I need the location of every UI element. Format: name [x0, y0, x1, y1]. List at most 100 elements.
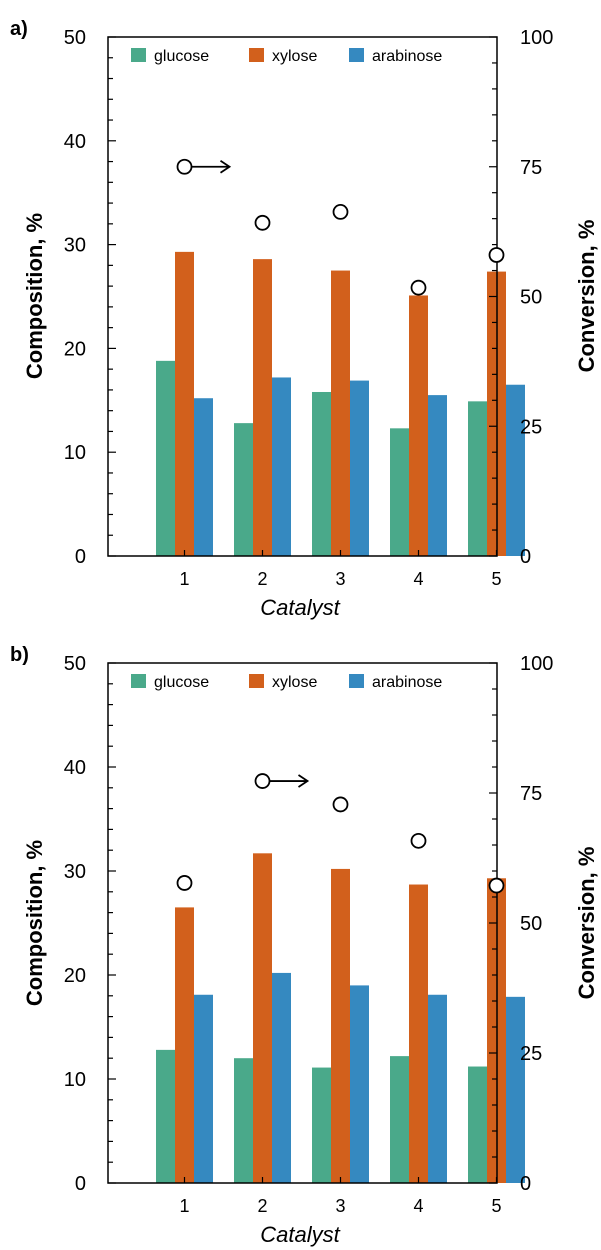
chart-panel-a: a) 0 10 20 30 40 50 0 25 50 75 100 1 2 3 4 5 Catalyst Comp… [10, 18, 599, 620]
x-tick-label: 4 [413, 569, 423, 589]
legend-swatch [349, 674, 364, 688]
bar-glucose-3 [312, 391, 331, 556]
bar-glucose-5 [468, 401, 487, 556]
y-tick-label: 50 [64, 653, 86, 675]
y-tick-label: 20 [64, 338, 86, 360]
bar-xylose-4 [409, 295, 428, 556]
x-tick-label: 1 [179, 569, 189, 589]
legend-label: glucose [154, 674, 209, 691]
arrow-right-icon [191, 160, 232, 174]
x-tick-label: 1 [179, 1196, 189, 1216]
y-tick-label: 50 [64, 27, 86, 49]
legend-item-arabinose: arabinose [349, 48, 442, 65]
x-tick-label: 5 [491, 569, 501, 589]
y-tick-label: 10 [64, 442, 86, 464]
legend-label: xylose [272, 48, 317, 65]
y-tick-label: 10 [64, 1069, 86, 1091]
conversion-point-5 [488, 247, 505, 263]
legend-item-glucose: glucose [131, 674, 209, 691]
bar-glucose-5 [468, 1066, 487, 1183]
conversion-point-1 [176, 158, 193, 175]
bar-arabinose-3 [350, 380, 369, 556]
x-axis-title: Catalyst [260, 595, 340, 620]
legend-swatch [249, 674, 264, 688]
y2-axis-title: Conversion, % [574, 847, 599, 1000]
legend-swatch [349, 48, 364, 62]
conversion-point-4 [410, 832, 427, 849]
y2-tick-label: 75 [520, 157, 542, 179]
legend-item-arabinose: arabinose [349, 674, 442, 691]
conversion-point-2 [254, 773, 271, 789]
panel-label: a) [10, 18, 28, 40]
legend-label: glucose [154, 48, 209, 65]
bar-arabinose-5 [506, 996, 525, 1183]
x-tick-label: 3 [335, 569, 345, 589]
bar-glucose-2 [234, 423, 253, 556]
y2-tick-label: 0 [520, 546, 531, 568]
legend-item-xylose: xylose [249, 48, 317, 65]
legend-label: arabinose [372, 48, 442, 65]
y-tick-label: 40 [64, 131, 86, 153]
y-tick-label: 20 [64, 965, 86, 987]
y2-tick-label: 100 [520, 653, 553, 675]
bar-arabinose-1 [194, 994, 213, 1183]
bar-glucose-2 [234, 1058, 253, 1183]
bar-xylose-1 [175, 907, 194, 1183]
x-tick-label: 5 [491, 1196, 501, 1216]
bar-xylose-3 [331, 868, 350, 1183]
y2-tick-label: 50 [520, 913, 542, 935]
y2-tick-label: 25 [520, 416, 542, 438]
legend-item-glucose: glucose [131, 48, 209, 65]
x-tick-label: 4 [413, 1196, 423, 1216]
conversion-point-3 [332, 204, 349, 220]
y2-tick-label: 0 [520, 1173, 531, 1195]
legend-label: xylose [272, 674, 317, 691]
x-tick-label: 2 [257, 1196, 267, 1216]
y-tick-label: 0 [75, 1173, 86, 1195]
y-axis-title: Composition, % [22, 213, 47, 379]
x-tick-label: 3 [335, 1196, 345, 1216]
legend-swatch [131, 48, 146, 62]
bar-arabinose-2 [272, 972, 291, 1183]
conversion-point-5 [488, 877, 505, 894]
y-tick-label: 30 [64, 235, 86, 257]
bar-arabinose-1 [194, 398, 213, 556]
bar-xylose-3 [331, 270, 350, 556]
bar-glucose-1 [156, 1049, 175, 1183]
bar-arabinose-3 [350, 985, 369, 1183]
panel-label: b) [10, 644, 29, 666]
chart-panel-b: b) 0 10 20 30 40 50 0 25 50 75 100 1 2 3 4 5 Catalyst Comp… [10, 644, 599, 1247]
y-tick-label: 30 [64, 861, 86, 883]
bar-glucose-4 [390, 1056, 409, 1183]
y2-tick-label: 50 [520, 287, 542, 309]
bar-arabinose-5 [506, 384, 525, 556]
bar-glucose-3 [312, 1067, 331, 1183]
y2-axis-title: Conversion, % [574, 220, 599, 373]
legend-label: arabinose [372, 674, 442, 691]
bar-xylose-4 [409, 884, 428, 1183]
y-tick-label: 40 [64, 757, 86, 779]
bar-glucose-1 [156, 360, 175, 556]
y-axis-title: Composition, % [22, 840, 47, 1006]
legend-swatch [131, 674, 146, 688]
y2-tick-label: 25 [520, 1043, 542, 1065]
y-tick-label: 0 [75, 546, 86, 568]
conversion-point-1 [176, 875, 193, 891]
bar-glucose-4 [390, 428, 409, 556]
legend-item-xylose: xylose [249, 674, 317, 691]
bar-arabinose-4 [428, 994, 447, 1183]
conversion-point-3 [332, 796, 349, 813]
bar-xylose-2 [253, 259, 272, 556]
x-tick-label: 2 [257, 569, 267, 589]
arrow-right-icon [269, 774, 310, 788]
bar-xylose-2 [253, 853, 272, 1183]
x-axis-title: Catalyst [260, 1222, 340, 1247]
y2-tick-label: 100 [520, 27, 553, 49]
y2-tick-label: 75 [520, 783, 542, 805]
conversion-point-2 [254, 214, 271, 231]
legend-swatch [249, 48, 264, 62]
bar-arabinose-4 [428, 395, 447, 556]
conversion-point-4 [410, 279, 427, 296]
bar-xylose-1 [175, 251, 194, 556]
